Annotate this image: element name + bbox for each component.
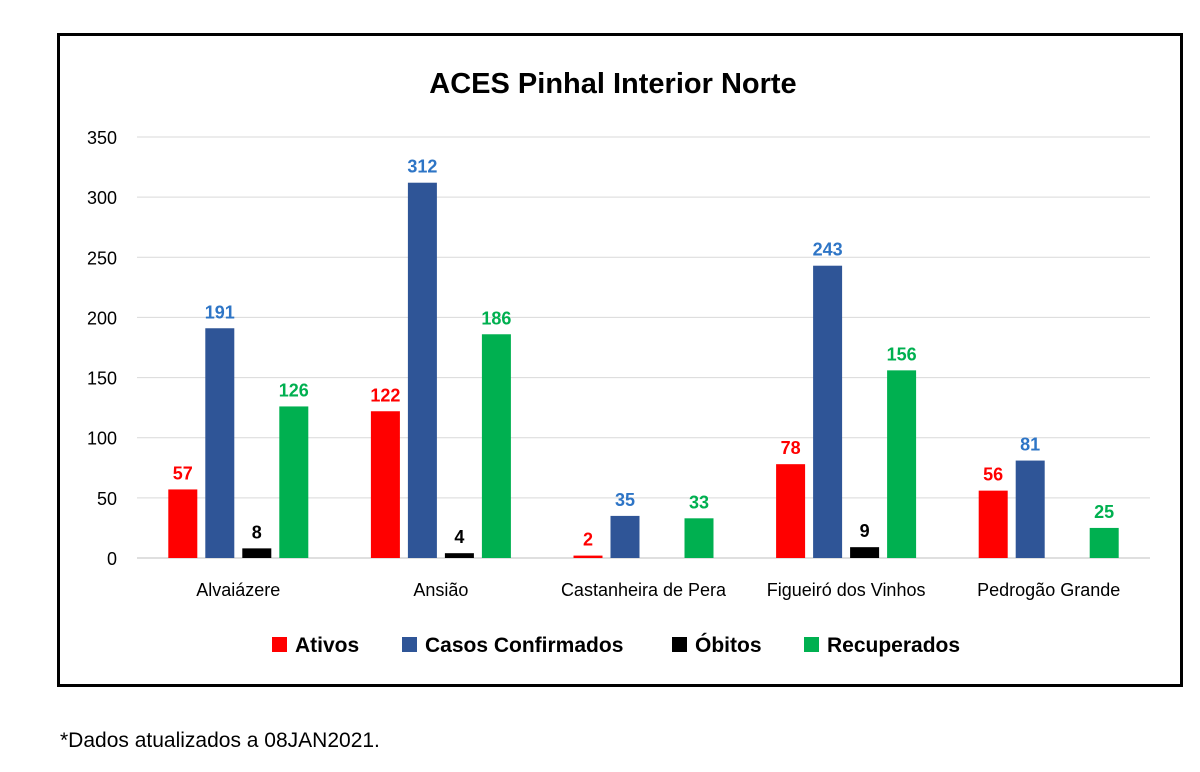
legend-label: Recuperados bbox=[827, 634, 960, 657]
bar-casos-confirmados bbox=[407, 182, 437, 559]
legend-swatch bbox=[672, 637, 687, 652]
x-tick-label: Alvaiázere bbox=[196, 580, 280, 600]
data-label: 156 bbox=[887, 344, 917, 364]
y-tick-label: 100 bbox=[87, 429, 117, 449]
data-label: 81 bbox=[1020, 435, 1040, 455]
y-tick-label: 150 bbox=[87, 369, 117, 389]
legend-swatch bbox=[402, 637, 417, 652]
y-tick-label: 250 bbox=[87, 248, 117, 268]
bar--bitos bbox=[242, 548, 272, 558]
x-tick-label: Pedrogão Grande bbox=[977, 580, 1120, 600]
data-label: 312 bbox=[407, 157, 437, 177]
y-tick-label: 200 bbox=[87, 308, 117, 328]
data-label: 2 bbox=[583, 530, 593, 550]
bar-casos-confirmados bbox=[813, 265, 843, 558]
data-label: 33 bbox=[689, 492, 709, 512]
legend-label: Casos Confirmados bbox=[425, 634, 623, 657]
bar-ativos bbox=[168, 489, 198, 558]
y-tick-label: 0 bbox=[107, 549, 117, 569]
x-tick-label: Ansião bbox=[413, 580, 468, 600]
data-label: 57 bbox=[173, 463, 193, 483]
data-label: 243 bbox=[813, 240, 843, 260]
bar-casos-confirmados bbox=[205, 328, 235, 558]
data-label: 35 bbox=[615, 490, 635, 510]
legend-swatch bbox=[804, 637, 819, 652]
bar-ativos bbox=[978, 490, 1008, 558]
chart-title: ACES Pinhal Interior Norte bbox=[429, 68, 796, 100]
y-tick-label: 350 bbox=[87, 128, 117, 148]
data-label: 9 bbox=[860, 521, 870, 541]
bar-recuperados bbox=[279, 406, 309, 558]
x-tick-label: Castanheira de Pera bbox=[561, 580, 727, 600]
y-tick-label: 300 bbox=[87, 188, 117, 208]
chart: ACES Pinhal Interior Norte05010015020025… bbox=[87, 68, 1150, 657]
bar--bitos bbox=[444, 553, 474, 558]
legend-label: Óbitos bbox=[695, 633, 762, 657]
x-tick-label: Figueiró dos Vinhos bbox=[767, 580, 926, 600]
data-label: 25 bbox=[1094, 502, 1114, 522]
data-label: 8 bbox=[252, 522, 262, 542]
footnote: *Dados atualizados a 08JAN2021. bbox=[60, 729, 380, 752]
data-label: 126 bbox=[279, 380, 309, 400]
bar-ativos bbox=[776, 464, 806, 558]
bar-recuperados bbox=[1089, 527, 1119, 558]
bar-recuperados bbox=[887, 370, 917, 558]
data-label: 191 bbox=[205, 302, 235, 322]
chart-frame bbox=[57, 33, 1183, 687]
data-label: 4 bbox=[454, 527, 464, 547]
bar-casos-confirmados bbox=[610, 515, 640, 558]
bar-ativos bbox=[573, 555, 603, 558]
bar--bitos bbox=[850, 547, 880, 558]
y-tick-label: 50 bbox=[97, 489, 117, 509]
legend-swatch bbox=[272, 637, 287, 652]
legend-label: Ativos bbox=[295, 634, 359, 657]
data-label: 56 bbox=[983, 465, 1003, 485]
bar-recuperados bbox=[481, 334, 511, 558]
bar-casos-confirmados bbox=[1015, 460, 1045, 558]
data-label: 122 bbox=[370, 385, 400, 405]
data-label: 78 bbox=[781, 438, 801, 458]
bar-recuperados bbox=[684, 518, 714, 558]
bar-ativos bbox=[370, 411, 400, 558]
data-label: 186 bbox=[481, 308, 511, 328]
